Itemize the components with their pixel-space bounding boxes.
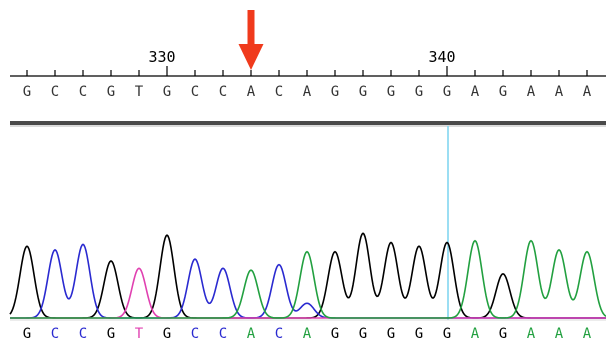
panel-separator xyxy=(10,121,606,125)
bottom-base-call: A xyxy=(471,326,480,342)
bottom-base-call: C xyxy=(79,326,87,342)
bottom-base-call: G xyxy=(107,326,115,342)
top-base-call: G xyxy=(387,84,395,100)
bottom-base-call: A xyxy=(247,326,256,342)
mutation-arrow-icon xyxy=(238,10,264,70)
top-base-call: G xyxy=(359,84,367,100)
top-base-call: A xyxy=(471,84,480,100)
bottom-base-call: G xyxy=(415,326,423,342)
ruler-ticks xyxy=(26,66,588,76)
bottom-base-call: G xyxy=(331,326,339,342)
top-base-call: G xyxy=(415,84,423,100)
top-base-call: G xyxy=(331,84,339,100)
top-base-call: G xyxy=(107,84,115,100)
bottom-base-call: C xyxy=(51,326,59,342)
bottom-base-call: A xyxy=(583,326,592,342)
bottom-base-call: A xyxy=(303,326,312,342)
top-base-call: A xyxy=(555,84,564,100)
bottom-base-call: G xyxy=(163,326,171,342)
bottom-base-call: G xyxy=(443,326,451,342)
top-base-call: C xyxy=(191,84,199,100)
top-base-call: A xyxy=(527,84,536,100)
top-base-call: G xyxy=(23,84,31,100)
tick-label-340: 340 xyxy=(428,48,455,66)
bottom-base-call: T xyxy=(135,326,144,342)
top-base-call: G xyxy=(499,84,507,100)
top-base-call: C xyxy=(219,84,227,100)
top-base-call: A xyxy=(583,84,592,100)
top-base-call: C xyxy=(275,84,283,100)
bottom-base-call: C xyxy=(275,326,283,342)
bottom-base-call: C xyxy=(219,326,227,342)
bottom-base-call: G xyxy=(387,326,395,342)
bottom-base-call: G xyxy=(499,326,507,342)
top-base-call: G xyxy=(163,84,171,100)
tick-label-330: 330 xyxy=(148,48,175,66)
top-base-call: T xyxy=(135,84,144,100)
bottom-base-call: A xyxy=(555,326,564,342)
top-base-call: C xyxy=(79,84,87,100)
top-base-call: G xyxy=(443,84,451,100)
top-base-call: A xyxy=(303,84,312,100)
trace-A-line xyxy=(10,239,606,319)
bottom-base-call: A xyxy=(527,326,536,342)
bottom-base-call: C xyxy=(191,326,199,342)
trace-area xyxy=(9,232,606,319)
top-base-call: A xyxy=(247,84,256,100)
bottom-base-call: G xyxy=(359,326,367,342)
top-base-call: C xyxy=(51,84,59,100)
trace-G-line xyxy=(9,232,606,319)
bottom-base-call: G xyxy=(23,326,31,342)
